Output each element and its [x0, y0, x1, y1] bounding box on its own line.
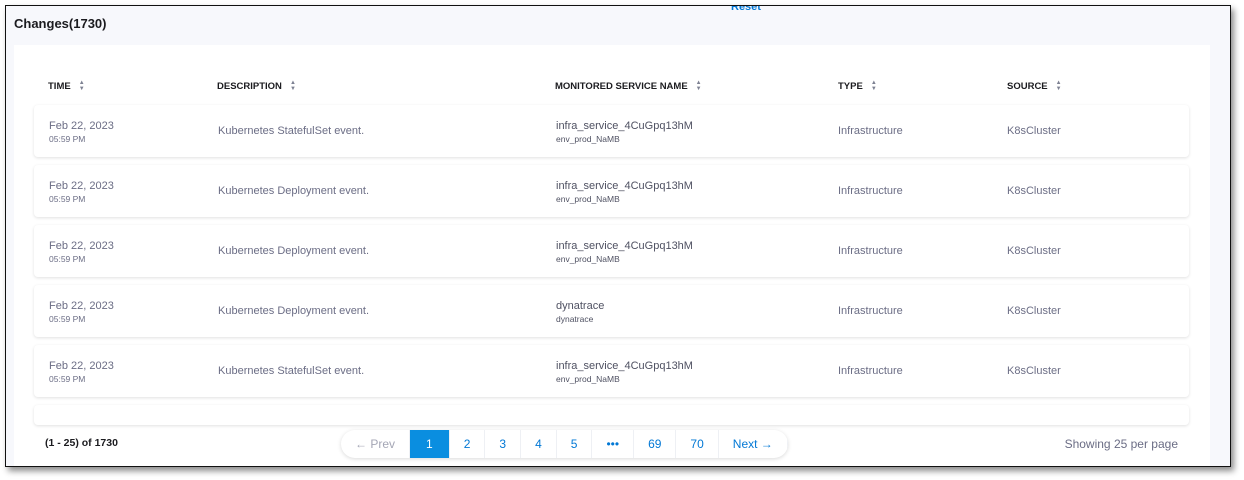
environment: dynatrace	[556, 314, 594, 324]
time-cell: Feb 22, 2023 05:59 PM	[49, 300, 114, 324]
date: Feb 22, 2023	[49, 240, 114, 252]
type-cell: Infrastructure	[838, 245, 903, 257]
type-cell: Infrastructure	[838, 125, 903, 137]
time: 05:59 PM	[49, 314, 86, 324]
source-cell: K8sCluster	[1007, 125, 1061, 137]
pagination-ellipsis[interactable]: •••	[592, 430, 635, 458]
pagination-range: (1 - 25) of 1730	[45, 437, 118, 449]
page-button-2[interactable]: 2	[450, 430, 486, 458]
sort-icon[interactable]: ▲ ▼	[78, 80, 85, 92]
sort-icon[interactable]: ▲ ▼	[1055, 80, 1062, 92]
time-cell: Feb 22, 2023 05:59 PM	[49, 240, 114, 264]
service-name: infra_service_4CuGpq13hM	[556, 180, 693, 192]
service-cell: infra_service_4CuGpq13hM env_prod_NaMB	[556, 240, 693, 264]
table-row[interactable]: Feb 22, 2023 05:59 PM Kubernetes Deployme…	[34, 165, 1189, 217]
service-cell: dynatrace dynatrace	[556, 300, 604, 324]
page-button-70[interactable]: 70	[676, 430, 719, 458]
table-row[interactable]: Feb 22, 2023 05:59 PM Kubernetes Stateful…	[34, 345, 1189, 397]
description-cell: Kubernetes StatefulSet event.	[218, 365, 365, 377]
date: Feb 22, 2023	[49, 300, 114, 312]
description-cell: Kubernetes Deployment event.	[218, 305, 370, 317]
description-cell: Kubernetes StatefulSet event.	[218, 125, 365, 137]
service-name: dynatrace	[556, 300, 605, 312]
description-cell: Kubernetes Deployment event.	[218, 245, 370, 257]
sort-icon[interactable]: ▲ ▼	[870, 80, 877, 92]
time: 05:59 PM	[49, 254, 86, 264]
prev-button[interactable]: ← Prev	[341, 430, 411, 458]
page-button-4[interactable]: 4	[521, 430, 557, 458]
time: 05:59 PM	[49, 194, 86, 204]
table-row[interactable]: Feb 22, 2023 05:59 PM Kubernetes Deployme…	[34, 225, 1189, 277]
time: 05:59 PM	[49, 374, 86, 384]
table-row[interactable]: Feb 22, 2023 05:59 PM Kubernetes Stateful…	[34, 105, 1189, 157]
page-button-3[interactable]: 3	[485, 430, 522, 458]
reset-link[interactable]: Reset	[731, 5, 761, 13]
column-header-source[interactable]: SOURCE ▲ ▼	[1007, 80, 1062, 92]
column-header-monitored-service-name[interactable]: MONITORED SERVICE NAME ▲ ▼	[555, 80, 702, 92]
type-cell: Infrastructure	[838, 365, 903, 377]
source-cell: K8sCluster	[1007, 185, 1061, 197]
page-button-5[interactable]: 5	[557, 430, 593, 458]
column-label: TIME	[48, 80, 71, 92]
service-name: infra_service_4CuGpq13hM	[556, 120, 693, 132]
column-label: DESCRIPTION	[217, 80, 282, 92]
column-header-type[interactable]: TYPE ▲ ▼	[838, 80, 877, 92]
page-button-69[interactable]: 69	[634, 430, 677, 458]
source-cell: K8sCluster	[1007, 245, 1061, 257]
environment: env_prod_NaMB	[556, 194, 620, 204]
time-cell: Feb 22, 2023 05:59 PM	[49, 120, 114, 144]
column-label: MONITORED SERVICE NAME	[555, 80, 688, 92]
sort-icon[interactable]: ▲ ▼	[695, 80, 702, 92]
per-page-label: Showing 25 per page	[1064, 437, 1178, 451]
changes-panel: Changes(1730) Reset TIME ▲ ▼ DESCRIPTION ▲ ▼ M…	[5, 5, 1231, 467]
sort-icon[interactable]: ▲ ▼	[289, 80, 296, 92]
type-cell: Infrastructure	[838, 305, 903, 317]
service-cell: infra_service_4CuGpq13hM env_prod_NaMB	[556, 360, 693, 384]
date: Feb 22, 2023	[49, 180, 114, 192]
column-header-time[interactable]: TIME ▲ ▼	[48, 80, 85, 92]
description-cell: Kubernetes Deployment event.	[218, 185, 370, 197]
column-label: TYPE	[838, 80, 863, 92]
service-name: infra_service_4CuGpq13hM	[556, 240, 693, 252]
environment: env_prod_NaMB	[556, 134, 620, 144]
column-header-description[interactable]: DESCRIPTION ▲ ▼	[217, 80, 296, 92]
time-cell: Feb 22, 2023 05:59 PM	[49, 180, 114, 204]
source-cell: K8sCluster	[1007, 305, 1061, 317]
type-cell: Infrastructure	[838, 185, 903, 197]
pagination: ← Prev 1 2 3 4 5 ••• 69 70 Next →	[341, 430, 788, 458]
service-name: infra_service_4CuGpq13hM	[556, 360, 693, 372]
service-cell: infra_service_4CuGpq13hM env_prod_NaMB	[556, 120, 693, 144]
service-cell: infra_service_4CuGpq13hM env_prod_NaMB	[556, 180, 693, 204]
time: 05:59 PM	[49, 134, 86, 144]
environment: env_prod_NaMB	[556, 374, 620, 384]
date: Feb 22, 2023	[49, 120, 114, 132]
next-button[interactable]: Next →	[719, 430, 788, 458]
date: Feb 22, 2023	[49, 360, 114, 372]
column-label: SOURCE	[1007, 80, 1048, 92]
environment: env_prod_NaMB	[556, 254, 620, 264]
table-row[interactable]: Feb 22, 2023 05:59 PM Kubernetes Deployme…	[34, 285, 1189, 337]
page-button-1[interactable]: 1	[410, 430, 450, 458]
page-title: Changes(1730)	[14, 16, 107, 31]
changes-table: TIME ▲ ▼ DESCRIPTION ▲ ▼ MONITORED SERVICE NAM…	[14, 45, 1210, 466]
source-cell: K8sCluster	[1007, 365, 1061, 377]
table-row[interactable]	[34, 405, 1189, 425]
time-cell: Feb 22, 2023 05:59 PM	[49, 360, 114, 384]
